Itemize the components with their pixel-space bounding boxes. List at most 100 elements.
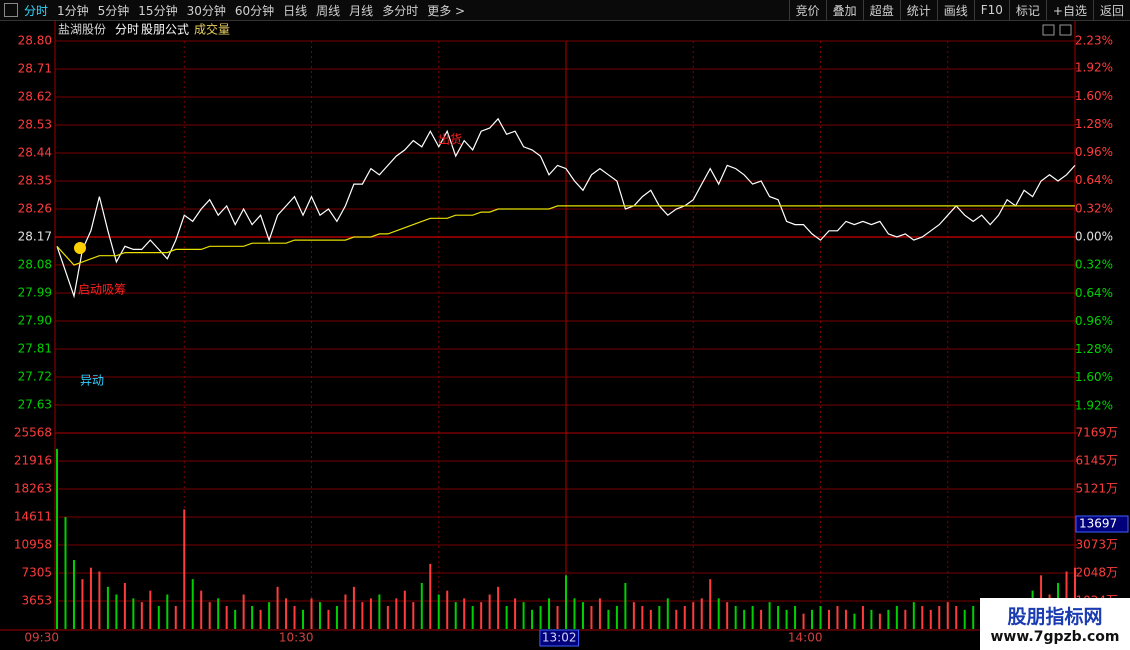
y2-tick-label: 0.32% bbox=[1075, 201, 1113, 215]
volume-bar bbox=[106, 586, 109, 629]
annotation: 启动吸筹 bbox=[78, 283, 126, 297]
volume-bar bbox=[251, 606, 254, 629]
period-tab[interactable]: 月线 bbox=[349, 3, 374, 18]
y-tick-label: 27.99 bbox=[18, 286, 52, 300]
period-tab[interactable]: 15分钟 bbox=[138, 3, 178, 18]
volume-bar bbox=[56, 448, 58, 629]
volume-bar bbox=[581, 602, 584, 629]
y2-tick-label: 7169万 bbox=[1075, 426, 1118, 440]
y2-tick-label: 1.28% bbox=[1075, 117, 1113, 131]
volume-bar bbox=[972, 606, 975, 629]
volume-bar bbox=[149, 590, 152, 629]
volume-bar bbox=[395, 598, 398, 629]
volume-bar bbox=[505, 606, 508, 629]
close-icon[interactable] bbox=[1059, 24, 1072, 36]
tool-button[interactable]: 标记 bbox=[1008, 0, 1046, 20]
y-tick-label: 28.17 bbox=[18, 230, 52, 244]
volume-bar bbox=[802, 613, 805, 629]
volume-bar bbox=[717, 598, 720, 629]
volume-bar bbox=[709, 579, 712, 629]
y2-tick-label: 6145万 bbox=[1075, 453, 1118, 467]
tool-button[interactable]: 超盘 bbox=[862, 0, 900, 20]
volume-bar bbox=[641, 606, 644, 629]
tool-button[interactable]: 叠加 bbox=[825, 0, 863, 20]
volume-bar bbox=[861, 606, 864, 629]
volume-bar bbox=[938, 606, 941, 629]
volume-bar bbox=[480, 602, 483, 629]
price-line bbox=[56, 205, 1075, 266]
volume-bar bbox=[607, 609, 610, 629]
tool-button[interactable]: 画线 bbox=[936, 0, 974, 20]
annotation: 异动 bbox=[80, 374, 104, 388]
volume-bar bbox=[700, 598, 703, 629]
watermark: 股朋指标网 www.7gpzb.com bbox=[980, 598, 1130, 650]
tool-button[interactable]: 返回 bbox=[1092, 0, 1130, 20]
period-tab[interactable]: 分时 bbox=[24, 3, 49, 18]
volume-bar bbox=[836, 606, 839, 629]
volume-bar bbox=[352, 586, 355, 629]
volume-bar bbox=[531, 609, 534, 629]
y-tick-label: 21916 bbox=[14, 453, 52, 467]
y2-tick-label: 0.00% bbox=[1075, 230, 1113, 244]
period-tab[interactable]: 60分钟 bbox=[234, 3, 275, 18]
volume-bar bbox=[785, 609, 788, 629]
period-tab[interactable]: 周线 bbox=[316, 3, 341, 18]
volume-bar bbox=[946, 602, 949, 629]
y-tick-label: 28.26 bbox=[18, 202, 52, 216]
volume-bar bbox=[403, 590, 406, 629]
tool-button[interactable]: +自选 bbox=[1045, 0, 1093, 20]
price-line bbox=[56, 117, 1076, 299]
volume-bar bbox=[166, 594, 169, 629]
period-tab[interactable]: 1分钟 bbox=[57, 3, 89, 18]
volume-bar bbox=[72, 560, 75, 629]
volume-bar bbox=[777, 606, 780, 629]
indicator: 成交量 bbox=[194, 22, 230, 37]
watermark-url: www.7gpzb.com bbox=[990, 629, 1120, 645]
period-tab[interactable]: 30分钟 bbox=[186, 3, 226, 18]
volume-bar bbox=[89, 567, 92, 629]
volume-bar bbox=[768, 602, 771, 629]
volume-bar bbox=[310, 598, 313, 629]
volume-bar bbox=[760, 609, 763, 629]
volume-bar bbox=[276, 586, 279, 629]
volume-bar bbox=[658, 606, 661, 629]
period-tab[interactable]: 日线 bbox=[283, 3, 308, 18]
x-tick-label: 14:00 bbox=[788, 631, 823, 645]
volume-bar bbox=[268, 602, 271, 629]
tool-button[interactable]: 竞价 bbox=[788, 0, 826, 20]
volume-bar bbox=[446, 590, 449, 629]
volume-bar bbox=[726, 602, 729, 629]
y2-tick-label: 0.32% bbox=[1075, 258, 1113, 272]
cursor-time-box bbox=[539, 629, 579, 647]
y-tick-label: 27.81 bbox=[18, 342, 52, 356]
period: 分时 bbox=[115, 23, 139, 37]
y-tick-label: 3653 bbox=[21, 593, 52, 607]
period-tab[interactable]: 5分钟 bbox=[97, 3, 130, 18]
zoom-icon[interactable] bbox=[1042, 24, 1055, 36]
volume-bar bbox=[675, 609, 678, 629]
grid bbox=[0, 21, 1130, 631]
volume-bar bbox=[234, 609, 237, 629]
volume-bar bbox=[573, 598, 576, 629]
volume-bar bbox=[378, 594, 381, 629]
y2-tick-label: 1.60% bbox=[1075, 89, 1113, 103]
tool-button[interactable]: F10 bbox=[973, 0, 1009, 20]
y-tick-label: 27.90 bbox=[18, 314, 52, 328]
volume-bar bbox=[115, 594, 118, 629]
volume-bar bbox=[429, 563, 432, 629]
menu-icon[interactable] bbox=[4, 3, 18, 17]
volume-bar bbox=[335, 606, 338, 629]
y-tick-label: 10958 bbox=[14, 537, 52, 551]
period-tab[interactable]: 更多 > bbox=[427, 3, 466, 18]
volume-bar bbox=[242, 594, 245, 629]
volume-bar bbox=[590, 606, 593, 629]
tool-button[interactable]: 统计 bbox=[899, 0, 937, 20]
y2-tick-label: 0.64% bbox=[1075, 286, 1113, 300]
volume-bar bbox=[921, 606, 924, 629]
volume-bar bbox=[895, 606, 898, 629]
period-tab[interactable]: 多分时 bbox=[382, 3, 419, 18]
volume-bar bbox=[208, 602, 211, 629]
volume-bar bbox=[666, 598, 669, 629]
stock-name: 盐湖股份 bbox=[58, 22, 106, 37]
